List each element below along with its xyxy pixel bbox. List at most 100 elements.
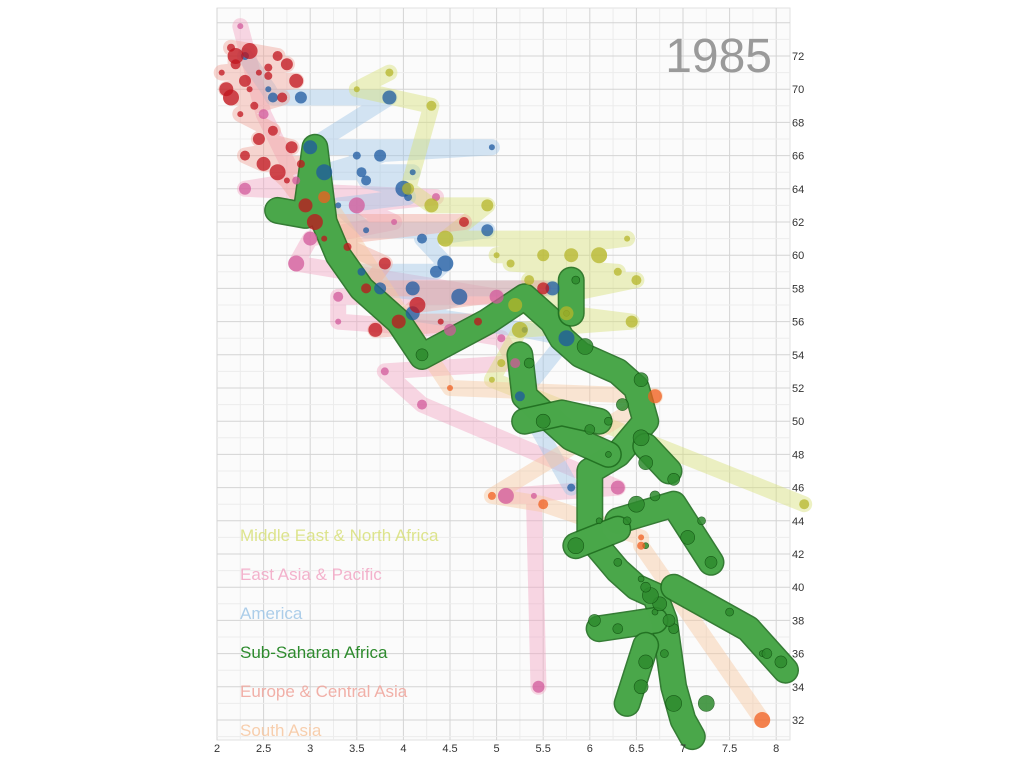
sub-saharan-branch bbox=[633, 434, 681, 483]
data-point bbox=[356, 167, 367, 178]
y-tick-label: 52 bbox=[792, 383, 804, 395]
data-point bbox=[591, 247, 608, 264]
data-point bbox=[497, 487, 514, 504]
data-point bbox=[246, 86, 253, 93]
sub-saharan-branch bbox=[661, 575, 798, 683]
y-tick-label: 60 bbox=[792, 250, 804, 262]
data-point bbox=[571, 275, 581, 285]
data-point bbox=[637, 541, 646, 550]
x-tick-label: 5.5 bbox=[536, 743, 551, 755]
data-point bbox=[612, 623, 624, 635]
data-point bbox=[497, 359, 506, 368]
data-point bbox=[343, 242, 352, 251]
data-point bbox=[437, 318, 444, 325]
data-point bbox=[385, 68, 394, 77]
data-point bbox=[538, 499, 549, 510]
legend-item: East Asia & Pacific bbox=[240, 565, 382, 584]
data-point bbox=[426, 100, 437, 111]
data-point bbox=[444, 323, 456, 336]
data-point bbox=[267, 125, 278, 136]
data-point bbox=[799, 499, 810, 510]
data-point bbox=[283, 177, 290, 184]
data-point bbox=[613, 267, 622, 276]
data-point bbox=[316, 164, 333, 181]
data-point bbox=[638, 654, 654, 670]
data-point bbox=[530, 492, 537, 499]
y-tick-label: 34 bbox=[792, 682, 804, 694]
data-point bbox=[558, 330, 575, 347]
y-tick-label: 66 bbox=[792, 151, 804, 163]
data-point bbox=[497, 334, 506, 343]
data-point bbox=[437, 230, 454, 247]
year-title: 1985 bbox=[665, 30, 772, 83]
data-point bbox=[535, 413, 551, 429]
data-point bbox=[633, 679, 649, 695]
data-point bbox=[348, 197, 365, 214]
y-tick-label: 40 bbox=[792, 582, 804, 594]
data-point bbox=[648, 389, 662, 404]
data-point bbox=[258, 109, 269, 120]
y-tick-label: 56 bbox=[792, 317, 804, 329]
data-point bbox=[265, 86, 272, 93]
data-point bbox=[241, 43, 258, 59]
data-point bbox=[298, 198, 313, 213]
data-point bbox=[545, 281, 560, 296]
data-point bbox=[493, 252, 500, 259]
data-point bbox=[584, 424, 596, 435]
data-point bbox=[511, 321, 528, 338]
data-point bbox=[391, 219, 398, 225]
data-point bbox=[294, 91, 307, 104]
x-tick-label: 4 bbox=[400, 743, 406, 755]
data-point bbox=[318, 191, 331, 204]
plot-background bbox=[216, 7, 791, 741]
data-point bbox=[306, 214, 323, 230]
data-point bbox=[680, 530, 696, 545]
sub-saharan-branch bbox=[605, 492, 723, 575]
data-point bbox=[638, 455, 654, 471]
data-point bbox=[524, 275, 535, 286]
data-point bbox=[380, 367, 389, 376]
data-point bbox=[352, 151, 361, 160]
data-point bbox=[277, 92, 288, 103]
data-point bbox=[321, 235, 328, 242]
y-tick-label: 58 bbox=[792, 283, 804, 295]
data-point bbox=[628, 495, 645, 513]
data-point bbox=[256, 156, 271, 171]
data-point bbox=[649, 490, 661, 502]
data-point bbox=[405, 281, 420, 296]
legend-item: Europe & Central Asia bbox=[240, 682, 408, 701]
data-point bbox=[754, 712, 771, 728]
data-point bbox=[725, 607, 734, 617]
data-point bbox=[474, 317, 482, 326]
data-point bbox=[489, 289, 504, 304]
y-tick-label: 64 bbox=[792, 184, 804, 196]
data-point bbox=[430, 265, 442, 278]
data-point bbox=[774, 655, 788, 669]
data-point bbox=[604, 416, 613, 426]
data-point bbox=[622, 516, 632, 526]
data-points bbox=[218, 23, 810, 728]
data-point bbox=[296, 159, 305, 168]
data-point bbox=[488, 144, 495, 151]
x-tick-label: 6.5 bbox=[629, 743, 644, 755]
data-point bbox=[239, 74, 251, 87]
data-point bbox=[250, 101, 259, 110]
x-tick-label: 2.5 bbox=[256, 743, 271, 755]
data-point bbox=[481, 224, 494, 237]
data-point bbox=[633, 372, 649, 388]
data-point bbox=[335, 202, 342, 209]
data-point bbox=[667, 472, 681, 486]
data-point bbox=[218, 69, 225, 76]
legend-item: South Asia bbox=[240, 721, 322, 740]
y-tick-label: 32 bbox=[792, 715, 804, 727]
data-point bbox=[252, 133, 265, 145]
y-tick-label: 68 bbox=[792, 117, 804, 129]
data-point bbox=[402, 182, 415, 195]
data-point bbox=[424, 198, 439, 213]
legend-item: Middle East & North Africa bbox=[240, 526, 439, 545]
data-point bbox=[537, 282, 550, 295]
x-tick-label: 2 bbox=[214, 743, 220, 755]
sub-saharan-branch bbox=[587, 608, 667, 641]
data-point bbox=[303, 231, 318, 246]
data-point bbox=[665, 695, 683, 712]
